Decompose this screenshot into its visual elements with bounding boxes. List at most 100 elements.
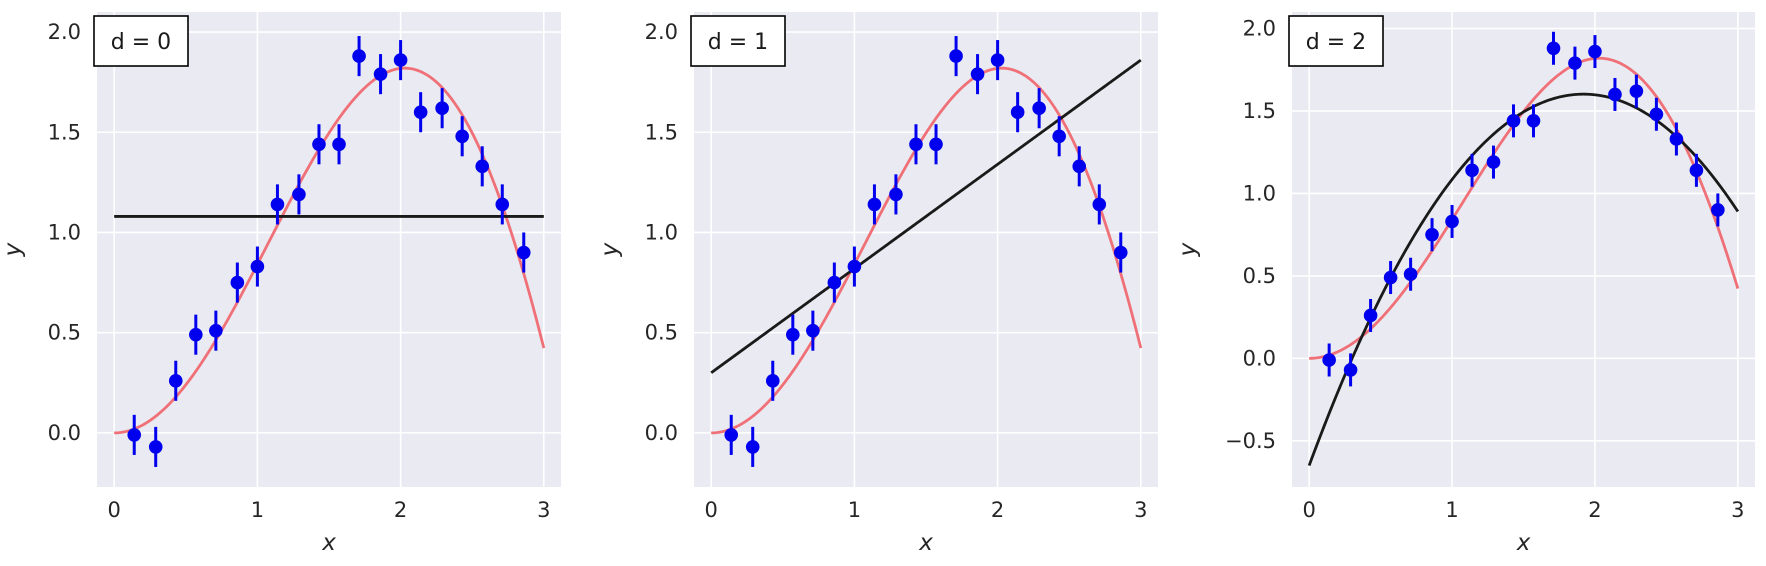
data-point [847, 259, 862, 274]
plot-content [710, 36, 1143, 467]
plot-area [97, 12, 561, 487]
subplot-d2: 0 1 2 3 −0.5 0.0 0.5 1.0 1.5 2.0 x y d = 2 [1175, 12, 1755, 556]
legend-box [690, 15, 786, 67]
data-point [1322, 353, 1336, 367]
data-point [1383, 270, 1398, 285]
data-point [1649, 107, 1664, 122]
data-point [1486, 155, 1501, 169]
x-tick-label: 1 [1445, 498, 1458, 522]
x-tick-label: 1 [251, 498, 264, 522]
fit-curve [1307, 92, 1740, 467]
data-point [127, 428, 142, 442]
data-point [1689, 163, 1704, 178]
data-point [435, 101, 449, 116]
data-point [1363, 308, 1378, 323]
y-tick-label: 0.5 [1243, 264, 1276, 288]
y-tick-label: 2.0 [48, 20, 81, 44]
y-tick-label: 1.5 [48, 120, 81, 144]
x-tick-label: 3 [1134, 498, 1147, 522]
data-point [209, 323, 223, 338]
data-point [455, 129, 469, 144]
data-point [949, 49, 963, 63]
subplot-d0: 0 1 2 3 0.0 0.5 1.0 1.5 2.0 x y d = 0 [0, 12, 561, 556]
data-point [990, 53, 1005, 67]
y-axis-label: y [0, 242, 26, 257]
y-tick-label: 0.5 [645, 321, 678, 345]
x-tick-label: 0 [704, 498, 717, 522]
data-point [1588, 44, 1602, 59]
y-tick-label: 0.0 [645, 421, 678, 445]
x-tick-label: 2 [991, 498, 1004, 522]
y-tick-label: 1.5 [1243, 99, 1276, 123]
x-tick-label: 3 [537, 498, 550, 522]
plot-area [694, 12, 1158, 487]
data-point [806, 323, 820, 338]
data-point [270, 197, 285, 212]
plot-content [1307, 31, 1740, 467]
x-tick-label: 0 [1302, 498, 1315, 522]
data-point [929, 137, 943, 152]
data-point [827, 275, 842, 290]
x-tick-label: 1 [848, 498, 861, 522]
data-point [970, 67, 985, 81]
y-tick-label: 1.5 [645, 120, 678, 144]
data-point [230, 275, 245, 290]
x-tick-label: 0 [107, 498, 120, 522]
data-point [250, 259, 265, 274]
data-point [1506, 114, 1521, 128]
data-point [332, 137, 346, 152]
x-tick-label: 2 [1588, 498, 1601, 522]
data-point [413, 105, 428, 120]
data-point [1669, 132, 1684, 146]
data-point [1052, 129, 1066, 144]
data-point [312, 137, 326, 152]
data-point [1072, 159, 1087, 174]
data-point [786, 327, 800, 342]
data-point [1568, 56, 1582, 70]
y-tick-label: 1.0 [645, 220, 678, 244]
data-point [1445, 214, 1459, 229]
x-axis-label: x [918, 530, 933, 556]
legend-label: d = 1 [708, 30, 768, 55]
data-point [867, 197, 882, 212]
data-point [516, 245, 531, 260]
x-tick-label: 3 [1731, 498, 1744, 522]
data-point [745, 440, 760, 454]
data-point [292, 187, 306, 202]
data-point [1403, 267, 1418, 282]
data-point [1425, 227, 1439, 242]
data-point [1113, 245, 1128, 260]
x-axis-label: x [1516, 530, 1531, 556]
data-point [1526, 114, 1541, 128]
data-point [1608, 87, 1622, 102]
y-tick-label: 0.0 [1243, 346, 1276, 370]
y-tick-label: 0.0 [48, 421, 81, 445]
fit-curve [710, 58, 1142, 374]
subplot-d1: 0 1 2 3 0.0 0.5 1.0 1.5 2.0 x y d = 1 [597, 12, 1158, 556]
data-point [475, 159, 490, 174]
legend-label: d = 2 [1306, 30, 1366, 55]
legend-box [1288, 15, 1384, 67]
data-point [724, 428, 739, 442]
legend-box [93, 15, 189, 67]
data-point [393, 53, 408, 67]
plot-area [1292, 12, 1755, 487]
data-point [1343, 363, 1358, 377]
y-tick-label: 0.5 [48, 321, 81, 345]
y-tick-label: 2.0 [1243, 16, 1276, 40]
data-point [1711, 203, 1725, 217]
x-tick-label: 2 [394, 498, 407, 522]
data-point [1032, 101, 1046, 116]
y-axis-label: y [597, 242, 623, 257]
data-point [1629, 84, 1644, 98]
data-point [1092, 197, 1107, 212]
data-point [909, 137, 923, 152]
y-tick-label: −0.5 [1225, 429, 1276, 453]
data-point [189, 327, 203, 342]
y-axis-label: y [1175, 242, 1201, 257]
data-point [168, 373, 183, 388]
true-curve [711, 66, 1143, 435]
data-point [889, 187, 903, 202]
data-point [373, 67, 388, 81]
